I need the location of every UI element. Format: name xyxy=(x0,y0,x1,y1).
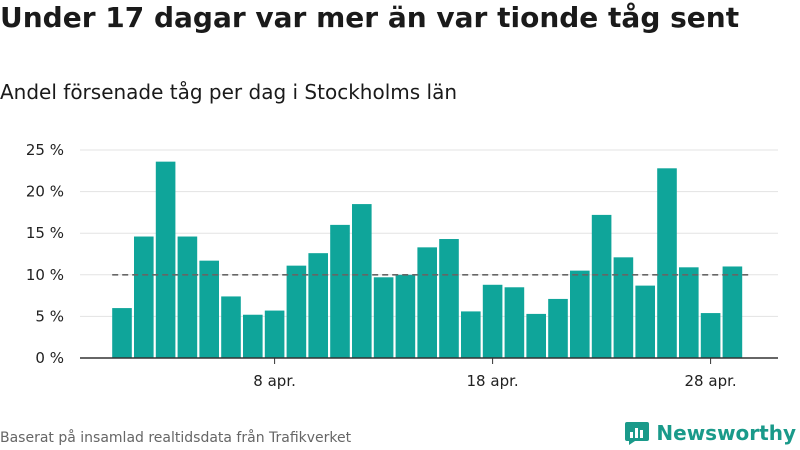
bar xyxy=(657,168,677,358)
bar xyxy=(504,287,525,358)
bar xyxy=(155,161,176,358)
x-tick-label: 28 apr. xyxy=(685,372,737,390)
bar xyxy=(308,253,328,358)
chart-subtitle: Andel försenade tåg per dag i Stockholms… xyxy=(0,80,458,104)
bar xyxy=(700,313,721,358)
y-tick-label: 0 % xyxy=(35,349,64,367)
bar xyxy=(679,267,699,358)
bar xyxy=(482,284,503,358)
y-tick-label: 10 % xyxy=(26,266,64,284)
bar xyxy=(373,277,394,358)
newsworthy-logo-icon xyxy=(625,422,650,445)
bar xyxy=(635,285,655,358)
bar xyxy=(221,296,241,358)
y-axis: 0 % 5 % 10 % 15 % 20 % 25 % xyxy=(26,141,64,367)
bar xyxy=(439,239,459,358)
bar xyxy=(177,236,198,358)
x-tick-label: 18 apr. xyxy=(467,372,519,390)
bar xyxy=(613,257,634,358)
bar xyxy=(526,313,546,358)
source-note: Baserat på insamlad realtidsdata från Tr… xyxy=(0,430,352,446)
x-axis: 8 apr. 18 apr. 28 apr. xyxy=(80,357,778,390)
bars xyxy=(112,161,743,358)
bar xyxy=(199,260,219,358)
bar xyxy=(591,214,612,358)
bar xyxy=(286,265,307,358)
chart-title: Under 17 dagar var mer än var tionde tåg… xyxy=(0,1,740,34)
bar xyxy=(134,236,154,358)
bar xyxy=(243,314,263,358)
bar xyxy=(417,247,437,358)
bar xyxy=(264,310,285,358)
bar xyxy=(112,308,132,358)
brand-name: Newsworthy xyxy=(656,421,796,445)
bar xyxy=(461,311,481,358)
y-tick-label: 20 % xyxy=(26,183,64,201)
bar xyxy=(722,266,743,358)
bar-chart: 0 % 5 % 10 % 15 % 20 % 25 % 8 apr. 18 apr. 28 a… xyxy=(26,141,778,390)
bar xyxy=(570,270,590,358)
bar xyxy=(395,274,416,358)
bar xyxy=(548,298,568,358)
y-tick-label: 15 % xyxy=(26,224,64,242)
y-tick-label: 5 % xyxy=(35,307,64,325)
brand[interactable]: Newsworthy xyxy=(624,420,796,446)
bar xyxy=(330,224,350,358)
x-tick-label: 8 apr. xyxy=(253,372,296,390)
bar xyxy=(352,204,372,358)
y-tick-label: 25 % xyxy=(26,141,64,159)
